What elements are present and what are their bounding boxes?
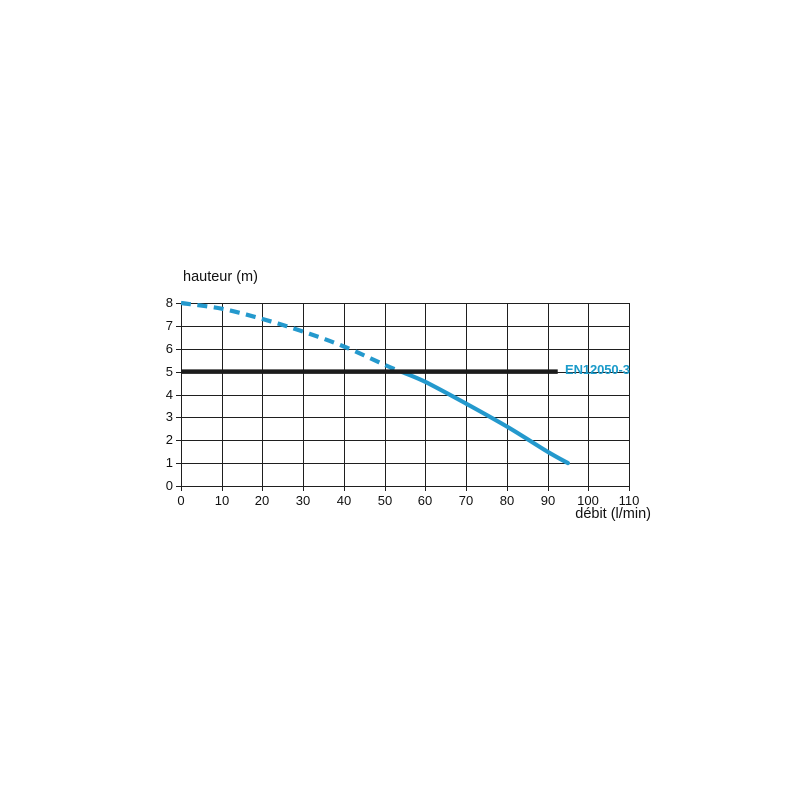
- x-tick-label: 60: [418, 493, 432, 508]
- x-tick-label: 90: [541, 493, 555, 508]
- x-tick-label: 20: [255, 493, 269, 508]
- pump-curve-solid-segment: [398, 369, 570, 466]
- y-tick-label: 3: [166, 409, 173, 424]
- x-tick-label: 50: [378, 493, 392, 508]
- y-tick-label: 0: [166, 478, 173, 493]
- y-tick-label: 8: [166, 295, 173, 310]
- en-standard-annotation-label: EN12050-3: [565, 362, 630, 377]
- x-tick-label: 80: [500, 493, 514, 508]
- y-tick-label: 5: [166, 364, 173, 379]
- pump-curve-dashed-segment: [180, 300, 402, 374]
- x-tick-label: 30: [296, 493, 310, 508]
- x-tick-label: 70: [459, 493, 473, 508]
- y-tick-label: 6: [166, 341, 173, 356]
- x-tick-label: 110: [619, 493, 640, 508]
- x-tick-label: 40: [337, 493, 351, 508]
- y-tick-label: 7: [166, 318, 173, 333]
- y-tick-label: 4: [166, 387, 173, 402]
- x-axis-title: débit (l/min): [575, 506, 651, 522]
- y-axis-title: hauteur (m): [183, 269, 258, 285]
- x-tick-label: 100: [577, 493, 599, 508]
- y-tick-label: 2: [166, 432, 173, 447]
- x-tick-label: 0: [177, 493, 184, 508]
- x-tick-label: 10: [215, 493, 229, 508]
- y-tick-label: 1: [166, 455, 173, 470]
